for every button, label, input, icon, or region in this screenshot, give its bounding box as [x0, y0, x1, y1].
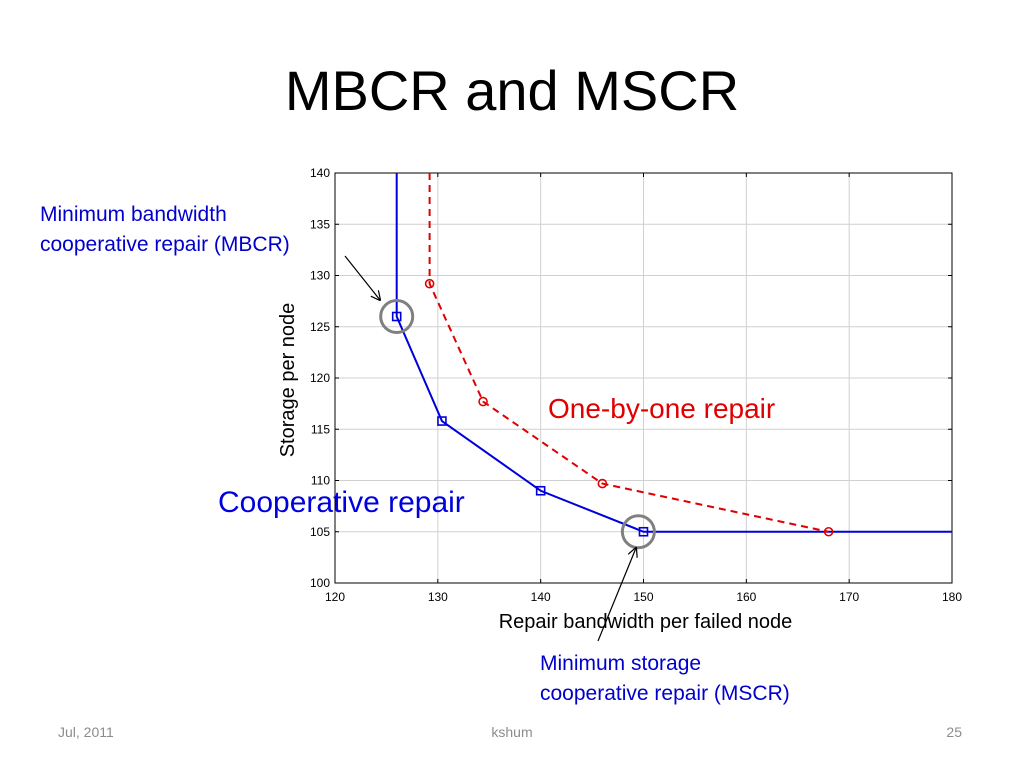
x-tick-label: 180 — [942, 590, 962, 604]
cooperative-repair-label: Cooperative repair — [218, 486, 465, 519]
x-tick-label: 120 — [325, 590, 345, 604]
one_by_one-series-line — [428, 173, 829, 533]
y-tick-label: 125 — [310, 320, 330, 334]
mscr-annotation: Minimum storage cooperative repair (MSCR… — [540, 649, 870, 709]
one_by_one-data-point — [478, 396, 488, 407]
y-tick-label: 135 — [310, 217, 330, 231]
footer-author: kshum — [491, 724, 533, 740]
footer-page-number: 25 — [946, 724, 962, 740]
x-tick-label: 130 — [428, 590, 448, 604]
one_by_one-data-point — [597, 478, 608, 489]
y-tick-label: 110 — [311, 474, 330, 488]
highlight-circle — [620, 514, 656, 550]
cooperative-data-point — [535, 485, 546, 496]
y-tick-label: 105 — [310, 525, 330, 539]
mscr-annotation-line2: cooperative repair (MSCR) — [540, 682, 790, 705]
y-tick-label: 140 — [310, 166, 330, 180]
cooperative-data-point — [437, 416, 447, 426]
cooperative-series-line — [395, 173, 952, 533]
mbcr-annotation-line1: Minimum bandwidth — [40, 203, 227, 226]
y-tick-label: 115 — [311, 422, 330, 436]
tick-layer: 120 130 140 150 160 170 180 100 105 110 115 120 125 1… — [310, 166, 962, 604]
mbcr-annotation-line2: cooperative repair (MBCR) — [40, 233, 290, 256]
one-by-one-repair-label: One-by-one repair — [548, 393, 776, 424]
footer-date: Jul, 2011 — [58, 724, 114, 740]
x-tick-label: 140 — [531, 590, 551, 604]
x-tick-label: 170 — [839, 590, 859, 604]
arrow-layer — [344, 255, 636, 642]
mscr-annotation-line1: Minimum storage — [540, 652, 702, 675]
highlight-circle — [379, 299, 415, 334]
one_by_one-data-point — [823, 526, 834, 537]
grid-layer — [335, 173, 952, 583]
mscr-arrow — [597, 548, 636, 642]
x-axis-label: Repair bandwidth per failed node — [499, 611, 793, 633]
cooperative-data-point — [391, 311, 402, 322]
mbcr-annotation: Minimum bandwidth cooperative repair (MB… — [40, 200, 360, 260]
y-axis-label: Storage per node — [277, 303, 299, 458]
y-tick-label: 120 — [310, 371, 330, 385]
x-tick-label: 150 — [633, 590, 653, 604]
y-tick-label: 130 — [310, 269, 330, 283]
one_by_one-data-point — [424, 278, 435, 289]
cooperative-data-point — [638, 526, 649, 537]
mbcr-arrow — [344, 255, 380, 300]
series-layer — [391, 173, 952, 537]
x-tick-label: 160 — [736, 590, 756, 604]
y-tick-label: 100 — [310, 576, 330, 590]
highlight-layer — [379, 299, 656, 550]
slide-title: MBCR and MSCR — [284, 59, 740, 122]
